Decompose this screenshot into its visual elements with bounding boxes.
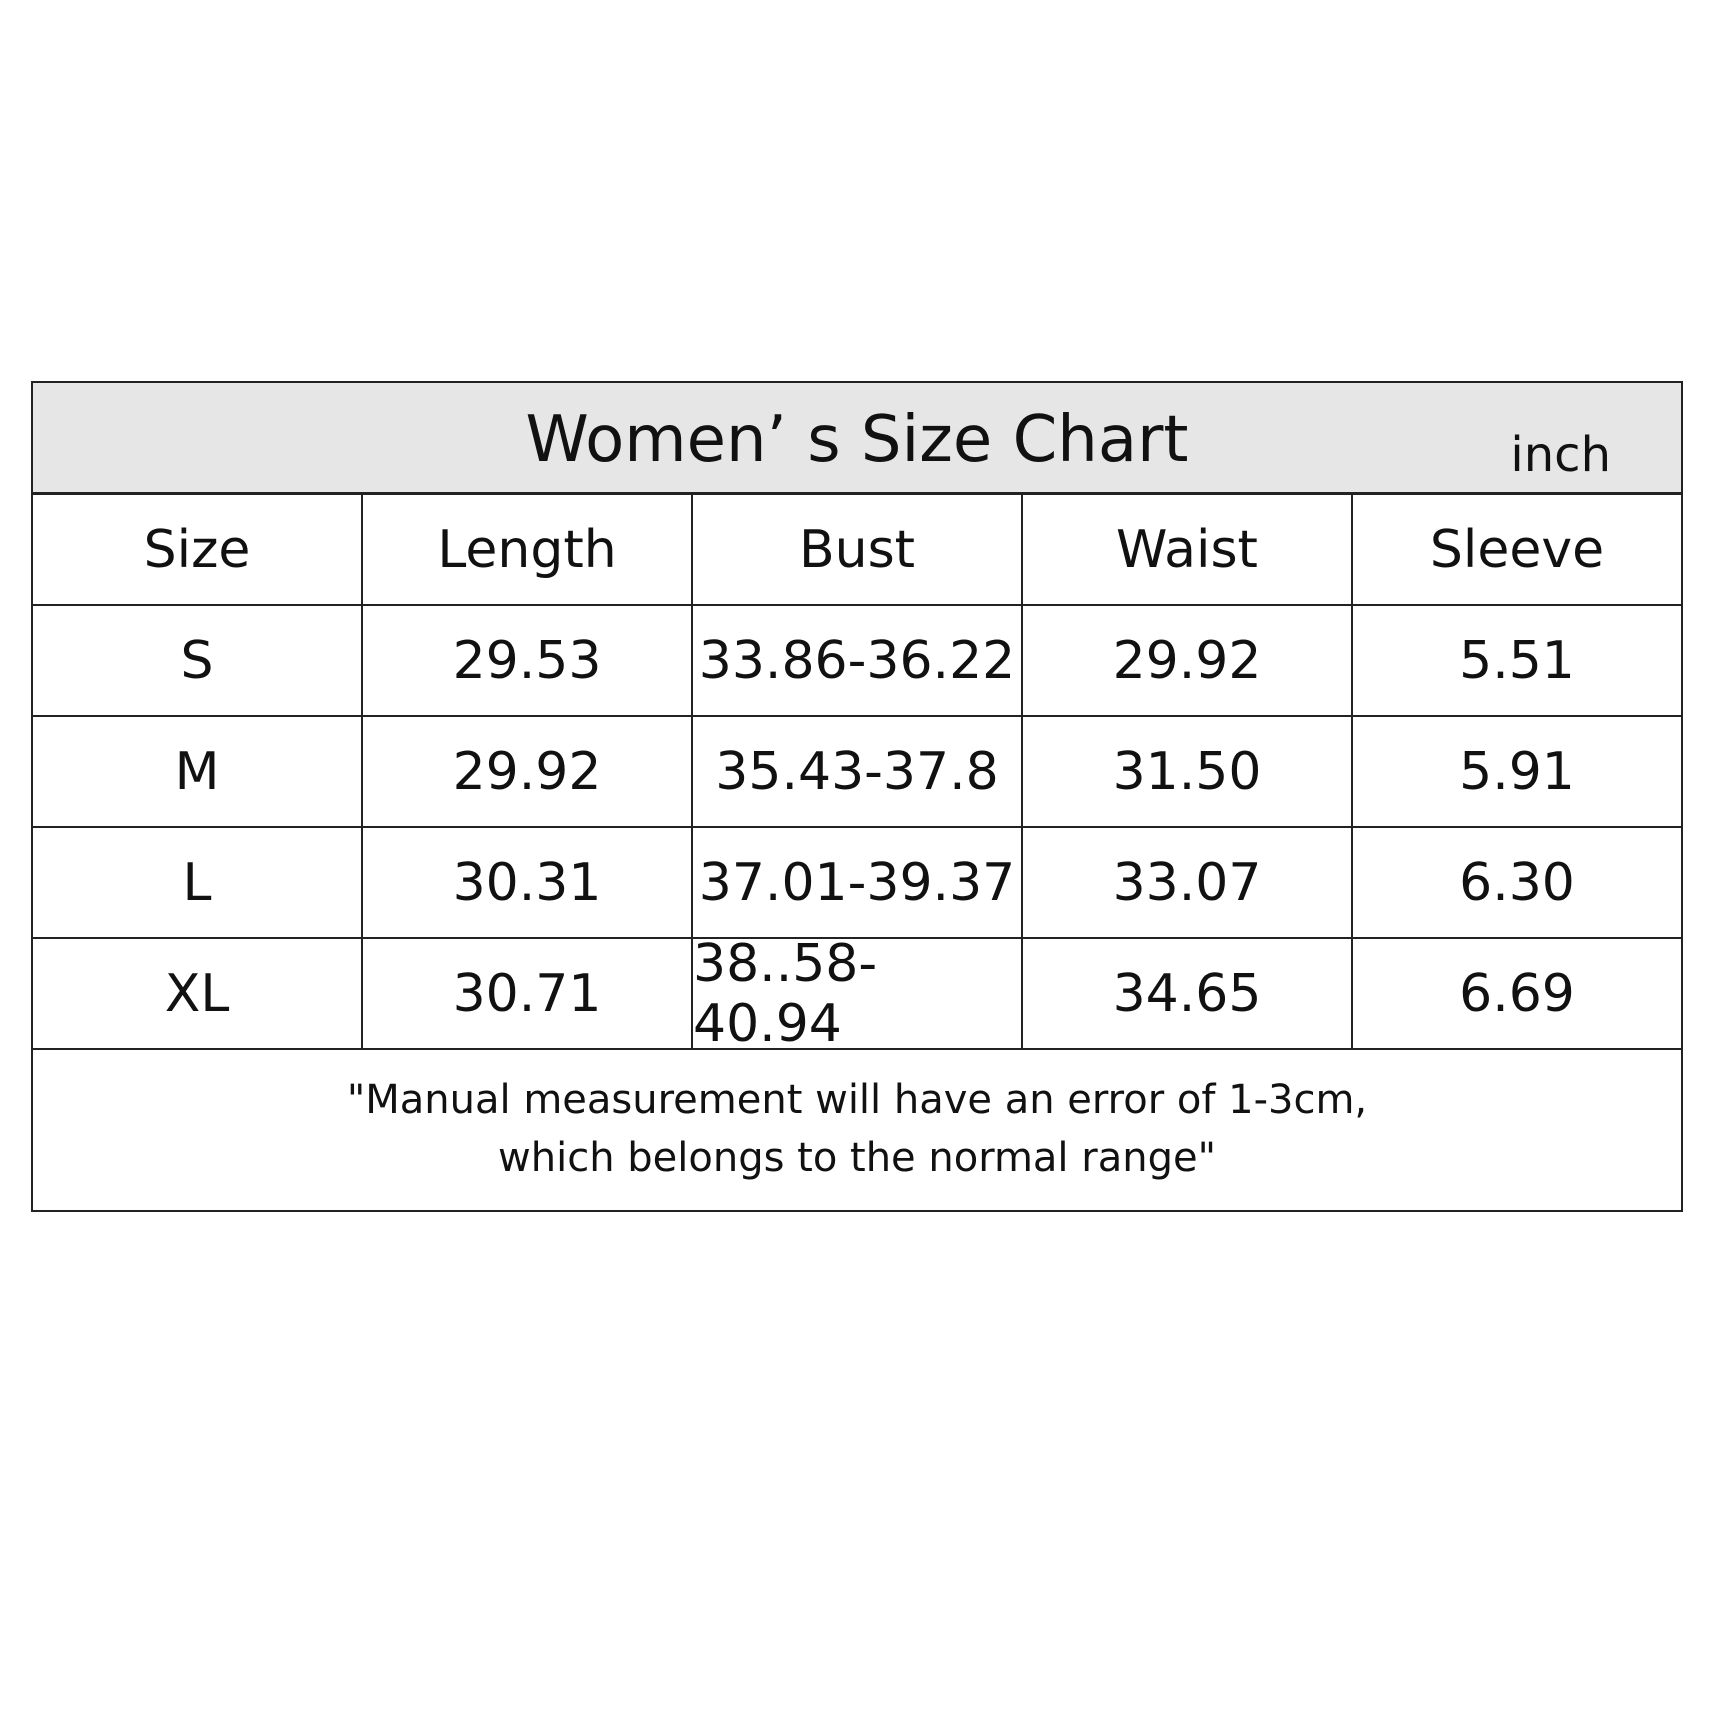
cell-size: S	[33, 606, 363, 715]
header-waist: Waist	[1023, 495, 1353, 604]
unit-label: inch	[1510, 427, 1611, 483]
table-row: XL 30.71 38..58-40.94 34.65 6.69	[33, 934, 1681, 1054]
cell-bust: 38..58-40.94	[693, 934, 1023, 1054]
table-row: M 29.92 35.43-37.8 31.50 5.91	[33, 717, 1681, 828]
title-bar: Women’ s Size Chart inch	[33, 383, 1681, 495]
cell-length: 29.92	[363, 717, 693, 826]
cell-size: L	[33, 828, 363, 937]
cell-bust: 37.01-39.37	[693, 828, 1023, 937]
cell-waist: 29.92	[1023, 606, 1353, 715]
table-row: L 30.31 37.01-39.37 33.07 6.30	[33, 828, 1681, 939]
chart-title: Women’ s Size Chart	[525, 403, 1189, 477]
cell-length: 30.31	[363, 828, 693, 937]
cell-waist: 31.50	[1023, 717, 1353, 826]
footnote: "Manual measurement will have an error o…	[33, 1051, 1681, 1187]
footnote-line-2: which belongs to the normal range"	[498, 1135, 1216, 1181]
cell-length: 30.71	[363, 939, 693, 1048]
cell-size: M	[33, 717, 363, 826]
cell-waist: 33.07	[1023, 828, 1353, 937]
cell-sleeve: 5.51	[1459, 630, 1575, 691]
size-chart-table: Women’ s Size Chart inch Size Length Bus…	[31, 381, 1683, 1212]
header-row: Size Length Bust Waist Sleeve	[33, 495, 1681, 606]
header-bust: Bust	[693, 495, 1023, 604]
cell-sleeve: 6.69	[1459, 963, 1575, 1024]
cell-length: 29.53	[363, 606, 693, 715]
header-sleeve: Sleeve	[1429, 519, 1605, 580]
footnote-line-1: "Manual measurement will have an error o…	[346, 1077, 1368, 1123]
table-row: S 29.53 33.86-36.22 29.92 5.51	[33, 606, 1681, 717]
size-grid: Size Length Bust Waist Sleeve S 29.53 33.8…	[33, 495, 1681, 1054]
header-size: Size	[33, 495, 363, 604]
cell-sleeve: 5.91	[1459, 741, 1575, 802]
cell-waist: 34.65	[1023, 939, 1353, 1048]
cell-size: XL	[33, 939, 363, 1048]
cell-bust: 35.43-37.8	[693, 717, 1023, 826]
cell-bust: 33.86-36.22	[693, 606, 1023, 715]
header-length: Length	[363, 495, 693, 604]
cell-sleeve: 6.30	[1459, 852, 1575, 913]
